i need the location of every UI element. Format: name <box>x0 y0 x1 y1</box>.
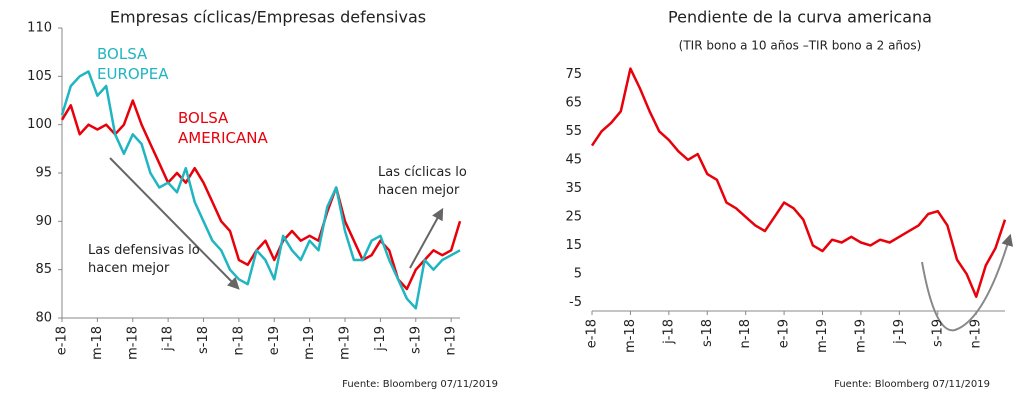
annotation: Las defensivas lo hacen mejor <box>88 243 200 276</box>
y-tick-label: 75 <box>565 67 582 82</box>
x-tick-label: j-19 <box>373 326 388 352</box>
plot-right: -5 5 15 25 35 45 55 65 75 e-18 m-18 j-18 s-18 n-18 e-1… <box>565 67 1007 353</box>
series-label: BOLSA EUROPEA <box>97 45 169 83</box>
x-tick-label: m-19 <box>338 326 353 360</box>
source: Fuente: Bloomberg 07/11/2019 <box>342 379 498 390</box>
source: Fuente: Bloomberg 07/11/2019 <box>834 379 990 390</box>
y-tick-label: 45 <box>565 152 582 167</box>
y-tick-label: 65 <box>565 95 582 110</box>
y-tick-label: 110 <box>27 21 52 36</box>
x-tick-label: e-19 <box>777 319 792 348</box>
y-tick-label: 100 <box>27 117 52 132</box>
x-tick-label: j-19 <box>892 319 907 345</box>
arrow <box>109 157 240 290</box>
x-tick-label: e-19 <box>267 326 282 355</box>
arrow <box>409 207 444 269</box>
x-tick-label: e-18 <box>55 326 70 355</box>
arrow <box>921 233 1014 332</box>
x-tick-label: n-18 <box>231 326 246 355</box>
x-tick-label: e-18 <box>585 319 600 348</box>
x-tick-label: m-19 <box>302 326 317 360</box>
x-tick-label: m-18 <box>623 319 638 353</box>
x-tick-label: n-19 <box>444 326 459 355</box>
y-tick-label: 90 <box>35 214 52 229</box>
y-tick-label: 25 <box>565 209 582 224</box>
x-tick-label: m-19 <box>815 319 830 353</box>
x-tick-label: n-19 <box>969 319 984 348</box>
x-tick-label: j-18 <box>661 319 676 345</box>
series-line <box>60 70 461 310</box>
x-tick-label: s-18 <box>196 326 211 354</box>
x-tick-label: s-19 <box>930 319 945 347</box>
chart-title: Pendiente de la curva americana <box>668 8 932 27</box>
series-label: BOLSA AMERICANA <box>178 109 268 147</box>
x-tick-label: s-19 <box>408 326 423 354</box>
y-tick-label: 5 <box>574 266 582 281</box>
series-line <box>590 67 1007 298</box>
y-tick-label: 35 <box>565 181 582 196</box>
y-tick-label: 85 <box>35 262 52 277</box>
x-tick-label: m-18 <box>125 326 140 360</box>
y-tick-label: 80 <box>35 311 52 326</box>
chart-title: Empresas cíclicas/Empresas defensivas <box>110 8 426 27</box>
y-tick-label: 95 <box>35 166 52 181</box>
y-tick-label: 15 <box>565 238 582 253</box>
x-tick-label: s-18 <box>700 319 715 347</box>
annotation: Las cíclicas lo hacen mejor <box>378 165 467 198</box>
y-tick-label: 55 <box>565 124 582 139</box>
series-line <box>60 99 462 291</box>
plot-left: 80 85 90 95 100 105 110 e-18 m-18 m-18 j-18 s-18 n-1… <box>27 21 462 360</box>
y-tick-label: 105 <box>27 69 52 84</box>
x-tick-label: m-19 <box>853 319 868 353</box>
x-tick-label: m-18 <box>90 326 105 360</box>
x-tick-label: n-18 <box>738 319 753 348</box>
x-tick-label: j-18 <box>161 326 176 352</box>
y-tick-label: -5 <box>569 295 582 310</box>
chart-subtitle: (TIR bono a 10 años –TIR bono a 2 años) <box>679 39 922 53</box>
